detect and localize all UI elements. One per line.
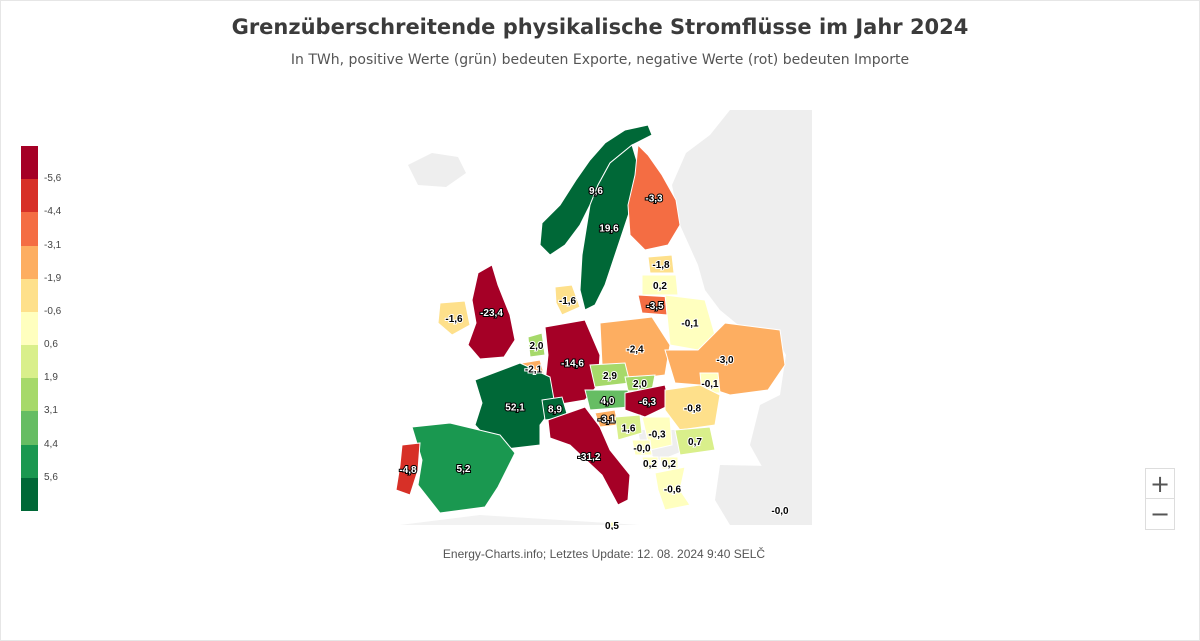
country-value-label: -2,1 xyxy=(525,365,543,376)
country-value-label: 9,6 xyxy=(589,186,603,197)
country-value-label: -0,8 xyxy=(684,404,702,415)
country-value-label: -0,0 xyxy=(771,506,789,517)
color-legend: -5,6 -4,4 -3,1 -1,9 -0,6 0,6 1,9 3,1 4,4 5,6 xyxy=(21,146,101,512)
legend-tick-label: 1,9 xyxy=(44,372,58,384)
country-value-label: 1,6 xyxy=(622,424,636,435)
country-greece[interactable] xyxy=(654,466,691,511)
legend-tick-label: 4,4 xyxy=(44,438,58,450)
country-value-label: 0,2 xyxy=(662,459,676,470)
country-sweden[interactable] xyxy=(579,144,639,311)
country-value-label: 0,2 xyxy=(643,459,657,470)
legend-swatch xyxy=(21,212,38,247)
country-value-label: 52,1 xyxy=(505,403,525,414)
country-estonia[interactable] xyxy=(647,254,675,274)
legend-tick-label: 0,6 xyxy=(44,339,58,351)
country-hungary[interactable] xyxy=(624,384,671,418)
country-value-label: -0,0 xyxy=(633,444,651,455)
country-value-label: -31,2 xyxy=(578,452,601,463)
country-value-label: 0,5 xyxy=(605,521,619,530)
country-value-label: -3,5 xyxy=(646,301,664,312)
turkey-background xyxy=(715,465,812,525)
country-value-label: 0,7 xyxy=(688,437,702,448)
value-labels: 9,6 19,6 -3,3 -1,8 0,2 -3,5 -1,6 -1,6 -23,4 2,0 -2… xyxy=(398,185,790,530)
country-value-label: -14,6 xyxy=(561,359,584,370)
country-ukraine[interactable] xyxy=(664,322,786,396)
country-value-label: 0,2 xyxy=(653,281,667,292)
africa-coast xyxy=(400,515,640,525)
country-croatia[interactable] xyxy=(614,414,643,441)
country-value-label: -1,6 xyxy=(559,296,577,307)
legend-swatch xyxy=(21,311,38,346)
chart-subtitle: In TWh, positive Werte (grün) bedeuten E… xyxy=(290,52,910,68)
country-value-label: -1,6 xyxy=(445,314,463,325)
country-value-label: -6,3 xyxy=(639,397,657,408)
europe-map[interactable]: 9,6 19,6 -3,3 -1,8 0,2 -3,5 -1,6 -1,6 -23,4 2,0 -2… xyxy=(380,105,820,530)
legend-swatch xyxy=(21,179,38,213)
country-denmark[interactable] xyxy=(554,284,581,316)
country-finland[interactable] xyxy=(627,143,681,251)
country-spain[interactable] xyxy=(411,422,516,514)
legend-swatch xyxy=(21,345,38,379)
country-portugal[interactable] xyxy=(395,442,421,496)
iceland-background xyxy=(408,153,466,187)
country-value-label: -3,0 xyxy=(716,355,734,366)
country-value-label: -3,1 xyxy=(598,415,616,426)
legend-tick-label: -0,6 xyxy=(44,305,62,317)
country-value-label: 8,9 xyxy=(548,405,562,416)
country-montenegro[interactable] xyxy=(641,456,659,470)
legend-swatch xyxy=(21,245,38,280)
country-value-label: 2,9 xyxy=(603,371,617,382)
legend-tick-label: -4,4 xyxy=(44,206,62,218)
legend-tick-label: -5,6 xyxy=(44,173,62,185)
country-value-label: 2,0 xyxy=(633,379,647,390)
country-value-label: 19,6 xyxy=(599,224,619,235)
legend-swatch xyxy=(21,278,38,313)
country-latvia[interactable] xyxy=(641,274,679,296)
legend-tick-label: 3,1 xyxy=(44,405,58,417)
country-france[interactable] xyxy=(474,362,556,451)
country-bulgaria[interactable] xyxy=(674,426,716,456)
country-value-label: -0,3 xyxy=(648,430,666,441)
legend-swatch xyxy=(21,477,38,512)
country-ireland[interactable] xyxy=(437,300,471,336)
country-value-label: 2,0 xyxy=(530,341,544,352)
zoom-in-button[interactable]: + xyxy=(1145,468,1175,499)
country-italy[interactable] xyxy=(547,406,631,506)
country-value-label: -4,8 xyxy=(399,465,417,476)
country-bosnia[interactable] xyxy=(631,439,653,456)
country-value-label: -1,8 xyxy=(652,260,670,271)
legend-swatch xyxy=(21,378,38,412)
country-germany[interactable] xyxy=(544,319,601,406)
country-value-label: 4,0 xyxy=(601,396,615,407)
country-malta[interactable] xyxy=(607,520,617,530)
russia-background xyxy=(672,110,812,490)
legend-swatch xyxy=(21,146,38,180)
chart-title: Grenzüberschreitende physikalische Strom… xyxy=(231,15,969,39)
country-united-kingdom[interactable] xyxy=(467,264,516,360)
country-value-label: -0,1 xyxy=(701,379,719,390)
legend-swatch xyxy=(21,411,38,446)
legend-swatch xyxy=(21,444,38,479)
zoom-out-button[interactable]: − xyxy=(1145,499,1175,530)
zoom-controls: + − xyxy=(1145,468,1175,530)
country-value-label: -2,4 xyxy=(626,345,644,356)
country-value-label: -23,4 xyxy=(480,308,503,319)
legend-tick-label: -1,9 xyxy=(44,272,62,284)
country-value-label: -3,3 xyxy=(645,194,663,205)
country-value-label: -0,1 xyxy=(681,319,699,330)
legend-tick-label: 5,6 xyxy=(44,471,58,483)
country-netherlands[interactable] xyxy=(527,332,546,358)
legend-tick-label: -3,1 xyxy=(44,239,62,251)
source-credit: Energy-Charts.info; Letztes Update: 12. … xyxy=(442,547,766,561)
country-value-label: -0,6 xyxy=(664,485,682,496)
country-value-label: 5,2 xyxy=(457,464,471,475)
country-romania[interactable] xyxy=(664,384,721,431)
